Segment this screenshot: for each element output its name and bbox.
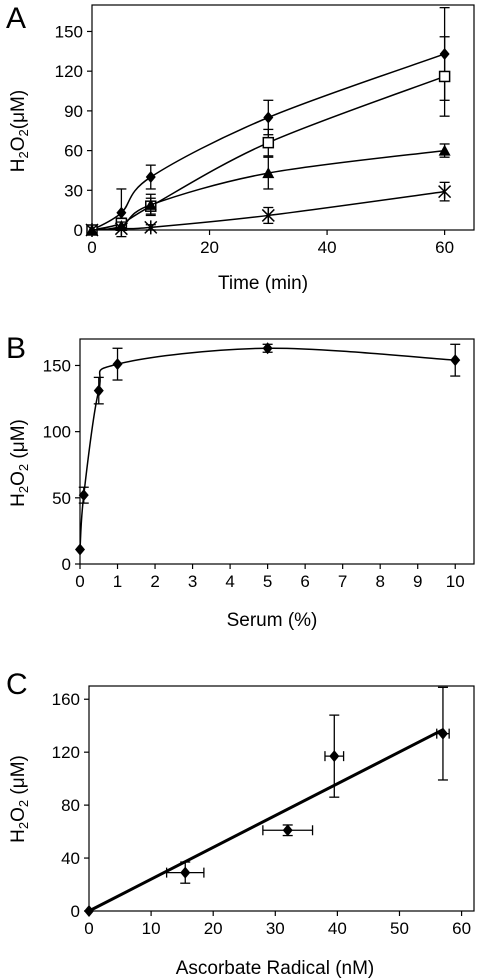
y-tick-label: 0 (71, 902, 80, 921)
panel-a: A H2O2(μM) Time (min) 0 30 60 90 120 150 0 20 40… (6, 2, 475, 294)
diamond-marker (450, 354, 461, 367)
y-tick-label: 120 (55, 62, 83, 81)
triangle-marker (144, 198, 157, 210)
x-tick-label: 4 (225, 572, 234, 591)
y-tick-label: 0 (74, 221, 83, 240)
x-tick-label: 0 (75, 572, 84, 591)
asterisk-marker (144, 220, 158, 235)
x-tick-label: 40 (328, 919, 347, 938)
y-tick-label: 100 (43, 423, 71, 442)
fit-line (88, 728, 444, 913)
diamond-marker (84, 905, 94, 917)
diamond-marker (93, 384, 104, 397)
x-tick-label: 6 (300, 572, 309, 591)
panel-c-label: C (6, 668, 28, 701)
y-tick-label: 120 (52, 743, 80, 762)
asterisk-marker (438, 184, 452, 199)
diamond-marker (116, 206, 127, 219)
diamond-marker (180, 866, 191, 879)
y-tick-label: 0 (62, 555, 71, 574)
panel-b: B H2O2 (μM) Serum (%) 0 50 100 150 0 1 2 3 4 5 6 7 8… (6, 332, 475, 631)
y-tick-label: 160 (52, 690, 80, 709)
y-tick-label: 90 (64, 102, 83, 121)
x-tick-label: 50 (390, 919, 409, 938)
y-tick-label: 60 (64, 142, 83, 161)
x-tick-label: 7 (338, 572, 347, 591)
y-tick-label: 40 (61, 849, 80, 868)
y-tick-label: 80 (61, 796, 80, 815)
diamond-marker (329, 750, 340, 763)
x-tick-label: 60 (435, 238, 454, 257)
x-tick-label: 30 (266, 919, 285, 938)
x-tick-label: 10 (142, 919, 161, 938)
x-tick-label: 8 (375, 572, 384, 591)
x-tick-label: 10 (446, 572, 465, 591)
diamond-marker (282, 824, 293, 837)
panel-a-ylabel: H2O2(μM) (8, 90, 31, 172)
plot-frame (79, 338, 475, 565)
asterisk-marker (114, 221, 128, 236)
x-tick-label: 40 (318, 238, 337, 257)
x-tick-label: 20 (200, 238, 219, 257)
x-tick-label: 9 (413, 572, 422, 591)
x-tick-label: 60 (452, 919, 471, 938)
panel-c-ylabel: H2O2 (μM) (8, 755, 31, 843)
panel-a-xlabel: Time (min) (218, 273, 308, 294)
plot-frame (88, 685, 475, 912)
triangle-marker (262, 167, 275, 179)
asterisk-marker (261, 208, 275, 223)
panel-a-label: A (6, 2, 26, 35)
x-tick-label: 3 (188, 572, 197, 591)
plot-frame (91, 4, 475, 231)
x-tick-label: 5 (263, 572, 272, 591)
x-tick-label: 1 (113, 572, 122, 591)
diamond-marker (263, 111, 274, 124)
panel-b-label: B (6, 332, 26, 365)
square-marker (262, 136, 275, 149)
diamond-marker (145, 171, 156, 184)
diamond-marker (112, 358, 123, 371)
diamond-marker (78, 489, 89, 502)
series-line (91, 190, 445, 231)
square-marker (438, 70, 451, 83)
x-tick-label: 0 (87, 238, 96, 257)
y-tick-label: 150 (55, 22, 83, 41)
panel-b-ylabel: H2O2 (μM) (8, 419, 31, 507)
panel-b-xlabel: Serum (%) (227, 610, 318, 631)
diamond-marker (262, 342, 273, 355)
diamond-marker (75, 543, 85, 556)
asterisk-marker (85, 223, 99, 237)
x-tick-label: 20 (204, 919, 223, 938)
y-tick-label: 30 (64, 181, 83, 200)
y-tick-label: 150 (43, 356, 71, 375)
x-tick-label: 0 (84, 919, 93, 938)
x-tick-label: 2 (150, 572, 159, 591)
diamond-marker (437, 727, 448, 740)
y-tick-label: 50 (52, 489, 71, 508)
series-line (79, 347, 456, 550)
panel-c-xlabel: Ascorbate Radical (nM) (176, 958, 375, 978)
triangle-marker (438, 144, 451, 156)
panel-c: C H2O2 (μM) Ascorbate Radical (nM) 0 40 80… (6, 668, 475, 978)
